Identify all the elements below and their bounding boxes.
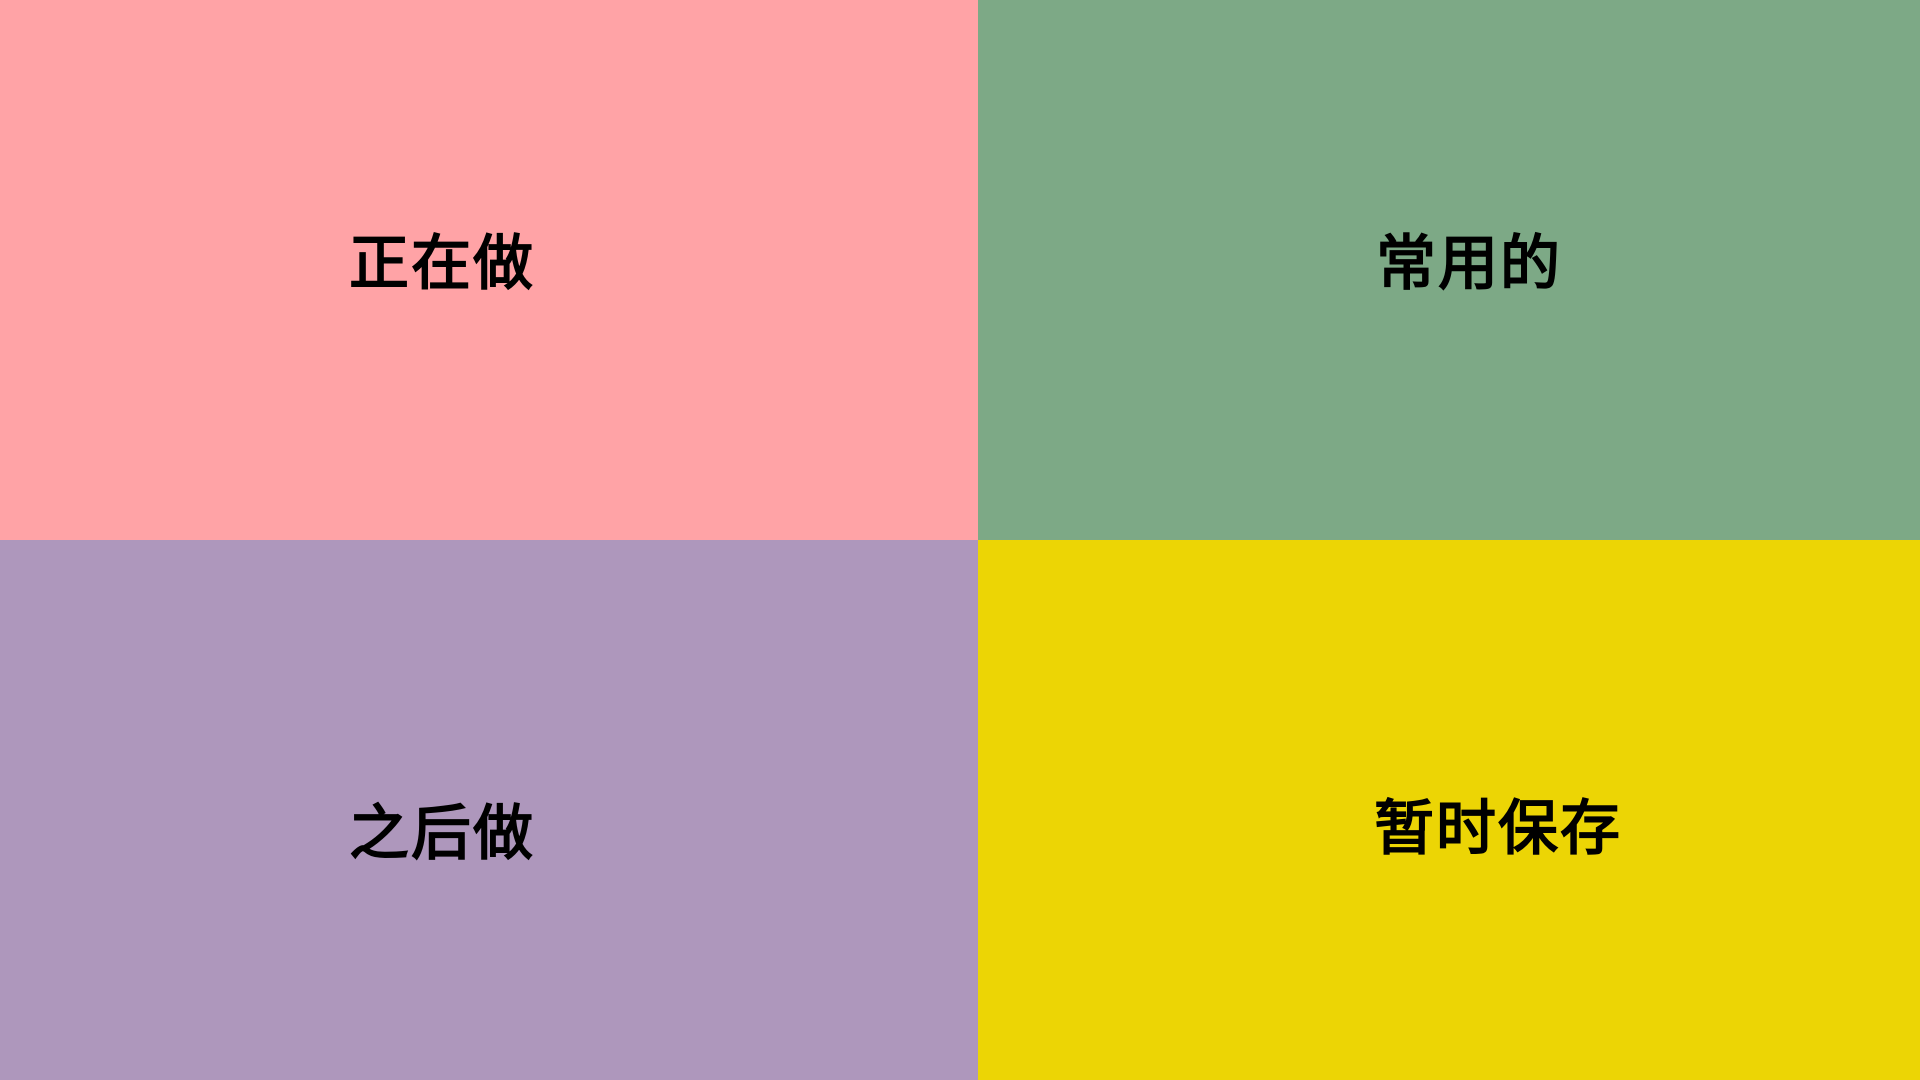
quadrant-temp[interactable]: 暂时保存	[978, 540, 1920, 1080]
quadrant-frequent[interactable]: 常用的	[978, 0, 1920, 540]
quadrant-frequent-label: 常用的	[1376, 229, 1562, 299]
quadrant-doing[interactable]: 正在做	[0, 0, 978, 540]
quadrant-temp-label: 暂时保存	[1374, 794, 1622, 864]
quadrant-later[interactable]: 之后做	[0, 540, 978, 1080]
quadrant-later-label: 之后做	[349, 799, 535, 869]
quadrant-doing-label: 正在做	[349, 229, 535, 299]
